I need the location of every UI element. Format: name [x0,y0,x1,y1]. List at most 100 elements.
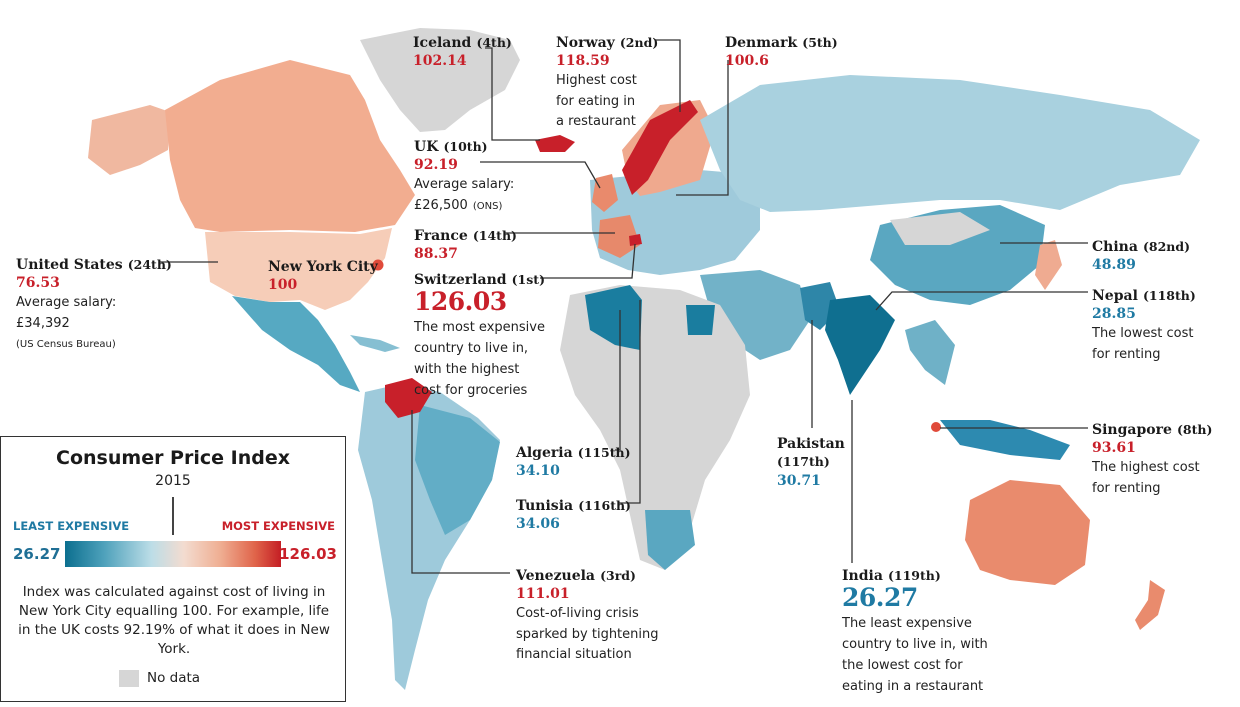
southeast-asia-shape [905,320,955,385]
venezuela-shape [385,378,432,418]
japan-shape [1035,240,1062,290]
uk-leader [480,161,601,189]
norway-shape [622,100,698,195]
new-york-city-dot [372,259,384,271]
mongolia-shape [890,212,990,245]
south-africa-shape [645,510,695,570]
venezuela-note-3: financial situation [516,647,632,663]
norway-name: Norway [556,35,615,51]
denmark-rank: (5th) [802,35,838,50]
india-rank: (119th) [888,568,941,583]
singapore-name: Singapore [1092,422,1172,438]
iceland-name: Iceland [413,35,472,51]
africa-shape [560,285,750,570]
nepal-rank: (118th) [1142,288,1196,303]
legend-color-scale [65,541,281,567]
uk-label: UK (10th) 92.19 Average salary: £26,500 … [414,137,514,215]
usa-shape [205,228,392,310]
legend-least-label: LEAST EXPENSIVE [13,519,130,533]
norway-rank: (2nd) [619,35,659,50]
switzerland-note-2: country to live in, [414,340,529,356]
algeria-name: Algeria [516,445,573,461]
legend-year: 2015 [155,473,191,489]
usa-label: United States (24th) 76.53 Average salar… [16,255,172,352]
pakistan-rank: (117th) [777,454,830,470]
usa-rank: (24th) [127,257,172,272]
venezuela-value: 111.01 [516,586,570,603]
tunisia-label: Tunisia (116th) 34.06 [516,496,631,533]
singapore-note-1: The highest cost [1092,459,1200,475]
norway-label: Norway (2nd) 118.59 Highest cost for eat… [556,33,658,132]
norway-leader [655,39,681,112]
tunisia-value: 34.06 [516,516,560,533]
mexico-shape [232,296,360,392]
norway-note-3: a restaurant [556,114,636,130]
china-rank: (82nd) [1142,239,1191,254]
iceland-label: Iceland (4th) 102.14 [413,33,512,70]
uk-rank: (10th) [443,139,488,154]
india-note-4: eating in a restaurant [842,678,984,694]
nepal-note-2: for renting [1092,346,1161,362]
no-data-label: No data [147,670,201,686]
singapore-label: Singapore (8th) 93.61 The highest cost f… [1092,420,1212,498]
usa-name: United States [16,257,123,273]
denmark-label: Denmark (5th) 100.6 [725,33,838,70]
singapore-value: 93.61 [1092,440,1136,457]
singapore-dot [931,422,941,432]
pakistan-name: Pakistan [777,436,845,452]
tunisia-rank: (116th) [578,498,631,513]
venezuela-leader [411,410,510,574]
venezuela-name: Venezuela [516,568,595,584]
nepal-value: 28.85 [1092,306,1136,323]
middle-east-shape [700,270,810,360]
venezuela-label: Venezuela (3rd) 111.01 Cost-of-living cr… [516,566,659,665]
switzerland-value: 126.03 [414,287,507,317]
nyc-value: 100 [268,277,298,294]
switzerland-leader [540,243,636,279]
brazil-shape [415,405,500,535]
france-name: France [414,228,468,244]
india-shape [825,295,895,395]
tunisia-leader [618,300,641,504]
france-shape [598,215,640,258]
norway-note-1: Highest cost [556,72,637,88]
legend-min-value: 26.27 [13,545,61,563]
legend-most-label: MOST EXPENSIVE [221,519,335,533]
norway-note-2: for eating in [556,93,636,109]
algeria-leader [615,310,621,451]
algeria-shape [585,285,642,350]
pakistan-label: Pakistan (117th) 30.71 [777,434,845,489]
tunisia-name: Tunisia [516,498,574,514]
new-zealand-shape [1135,580,1165,630]
uk-name: UK [414,139,439,155]
switzerland-shape [629,234,642,246]
nepal-label: Nepal (118th) 28.85 The lowest cost for … [1092,286,1196,364]
switzerland-note-1: The most expensive [414,320,545,336]
nyc-label: New York City 100 [268,257,378,294]
uk-note-3: (ONS) [472,200,503,212]
china-name: China [1092,239,1138,255]
china-value: 48.89 [1092,257,1136,274]
india-note-2: country to live in, with [842,636,988,652]
caribbean-shape [350,335,400,352]
nepal-leader [875,291,1088,311]
norway-value: 118.59 [556,53,610,70]
switzerland-note-3: with the highest [414,361,520,377]
legend-box: Consumer Price Index 2015 LEAST EXPENSIV… [0,436,346,702]
denmark-name: Denmark [725,35,798,51]
france-value: 88.37 [414,246,458,263]
algeria-value: 34.10 [516,463,560,480]
indonesia-shape [940,420,1070,460]
switzerland-note-4: cost for groceries [414,382,528,398]
australia-shape [965,480,1090,585]
usa-value: 76.53 [16,275,60,292]
russia-shape [700,75,1200,212]
venezuela-note-1: Cost-of-living crisis [516,605,639,621]
uk-value: 92.19 [414,157,458,174]
switzerland-label: Switzerland (1st) 126.03 The most expens… [414,270,545,401]
legend-title: Consumer Price Index [56,447,290,469]
usa-note-2: £34,392 [16,315,70,331]
uk-note-2: £26,500 [414,197,468,213]
india-name: India [842,568,883,584]
